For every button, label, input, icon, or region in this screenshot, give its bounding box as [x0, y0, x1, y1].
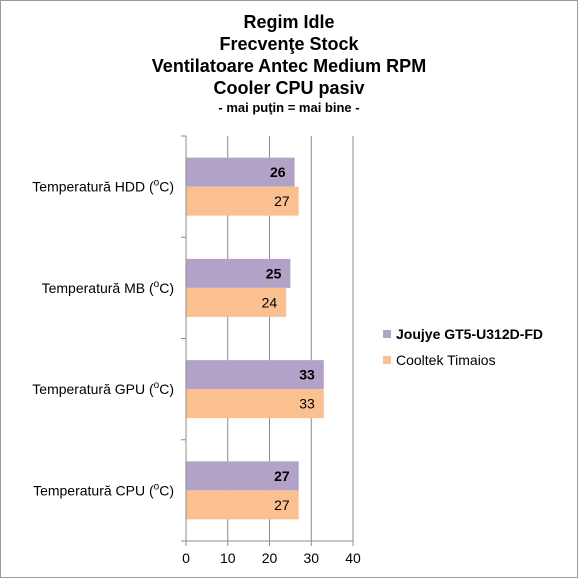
- category-label: Temperatură HDD (oC): [32, 178, 174, 195]
- title-line-2: Frecvenţe Stock: [219, 34, 359, 54]
- category-labels: Temperatură HDD (oC) Temperatură MB (oC) T…: [32, 178, 174, 499]
- axes: [181, 135, 354, 546]
- data-label: 33: [299, 367, 315, 383]
- bar: [186, 490, 299, 520]
- bar: [186, 157, 295, 187]
- bar: [186, 287, 287, 317]
- bar: [186, 258, 291, 288]
- data-label: 27: [274, 497, 290, 513]
- title-line-4: Cooler CPU pasiv: [213, 78, 365, 98]
- legend-label: Cooltek Timaios: [396, 352, 496, 368]
- legend-swatch: [383, 330, 391, 338]
- data-label: 27: [274, 468, 290, 484]
- chart-title: Regim Idle Frecvenţe Stock Ventilatoare …: [1, 11, 577, 117]
- title-line-1: Regim Idle: [243, 12, 335, 32]
- bar: [186, 389, 324, 419]
- category-label: Temperatură MB (oC): [42, 279, 174, 296]
- x-tick-label: 0: [182, 550, 190, 566]
- x-tick-label: 30: [303, 550, 319, 566]
- title-line-3: Ventilatoare Antec Medium RPM: [151, 56, 427, 76]
- legend-swatch: [383, 356, 391, 364]
- x-tick-label: 10: [220, 550, 236, 566]
- data-label: 24: [262, 294, 278, 310]
- bar: [186, 186, 299, 216]
- bar: [186, 461, 299, 491]
- category-label: Temperatură GPU (oC): [32, 380, 174, 397]
- chart-subtitle: - mai puţin = mai bine -: [218, 100, 360, 115]
- legend: Joujye GT5-U312D-FD Cooltek Timaios: [383, 326, 543, 368]
- data-label: 26: [270, 164, 286, 180]
- bar: [186, 360, 324, 390]
- x-tick-label: 20: [262, 550, 278, 566]
- category-label: Temperatură CPU (oC): [33, 481, 174, 498]
- x-tick-label: 40: [345, 550, 361, 566]
- data-label: 27: [274, 193, 290, 209]
- x-tick-labels: 0 10 20 30 40: [182, 550, 361, 566]
- data-label: 33: [299, 396, 315, 412]
- bars: 26 27 25 24 33 33 27 27: [186, 157, 324, 520]
- data-label: 25: [266, 265, 282, 281]
- legend-label: Joujye GT5-U312D-FD: [396, 326, 543, 342]
